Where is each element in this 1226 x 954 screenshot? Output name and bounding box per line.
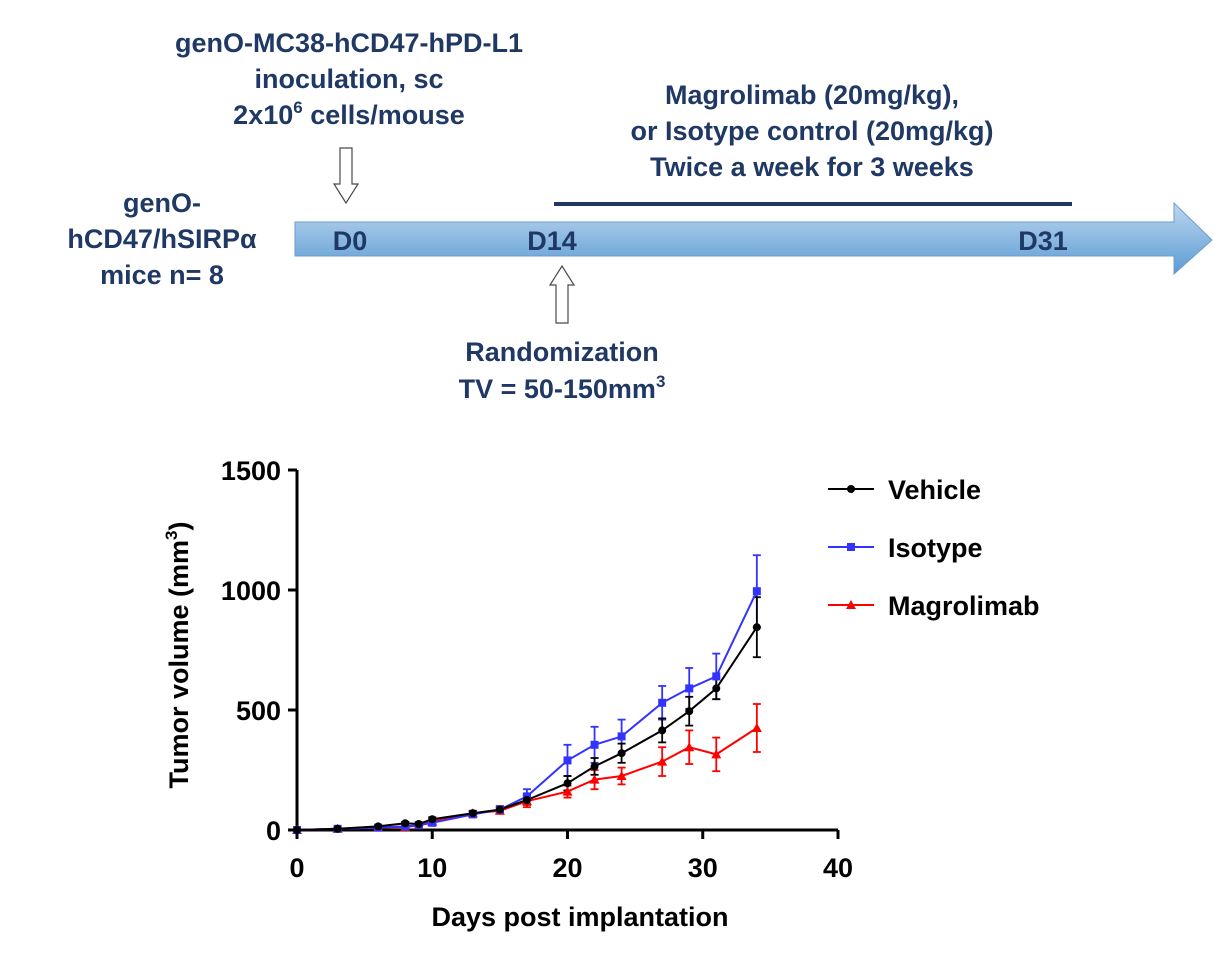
mice-line-2: hCD47/hSIRPα <box>67 224 257 254</box>
isotype-data-point <box>617 732 626 741</box>
x-tick-label: 30 <box>688 853 718 883</box>
treatment-line-3: Twice a week for 3 weeks <box>650 152 974 182</box>
vehicle-data-point <box>752 623 761 632</box>
y-axis-label-exponent: 3 <box>162 531 181 540</box>
randomization-up-arrow-icon <box>548 264 576 324</box>
legend-label-magrolimab: Magrolimab <box>888 591 1040 621</box>
tumor-volume-chart: 0 10 20 30 40 0 500 1000 1500 Days post implanta… <box>162 456 1040 932</box>
isotype-data-point <box>658 698 667 707</box>
legend: Vehicle Isotype Magrolimab <box>828 475 1040 621</box>
y-axis-label-prefix: Tumor volume (mm <box>164 540 194 789</box>
mice-line-1: genO- <box>123 188 201 218</box>
magrolimab-data-point <box>751 723 762 732</box>
magrolimab-data-point <box>589 774 600 784</box>
legend-marker-magrolimab <box>846 600 856 609</box>
magrolimab-data-point <box>711 749 722 759</box>
isotype-series-line <box>296 590 758 831</box>
inoculation-dose-prefix: 2x10 <box>233 100 293 130</box>
vehicle-data-point <box>685 707 694 716</box>
vehicle-data-point <box>293 826 301 834</box>
randomization-tv-prefix: TV = 50-150mm <box>459 374 656 404</box>
legend-label-vehicle: Vehicle <box>888 475 981 505</box>
x-tick-label: 10 <box>417 853 447 883</box>
y-tick-label: 500 <box>236 696 281 726</box>
series-lines <box>296 590 758 831</box>
vehicle-data-point <box>522 796 531 804</box>
inoculation-down-arrow-icon <box>332 147 360 205</box>
randomization-line-2: TV = 50-150mm3 <box>459 372 666 404</box>
mice-line-3: mice n= 8 <box>100 260 224 290</box>
magrolimab-data-point <box>657 756 668 766</box>
y-tick-label: 0 <box>266 816 281 846</box>
vehicle-data-point <box>468 809 477 818</box>
vehicle-data-point <box>401 819 410 828</box>
y-tick-label: 1000 <box>221 576 281 606</box>
inoculation-dose-suffix: cells/mouse <box>303 100 465 130</box>
inoculation-dose-exponent: 6 <box>293 98 302 117</box>
randomization-tv-exponent: 3 <box>656 372 665 391</box>
isotype-data-point <box>563 756 572 765</box>
inoculation-line-1: genO-MC38-hCD47-hPD-L1 <box>175 28 523 58</box>
timeline-day-0: D0 <box>333 226 368 256</box>
y-axis-label: Tumor volume (mm3) <box>162 522 194 789</box>
vehicle-series-line <box>296 626 758 831</box>
x-axis-label: Days post implantation <box>431 902 728 932</box>
series-markers <box>292 587 762 834</box>
x-tick-label: 40 <box>823 853 853 883</box>
x-tick-label: 0 <box>289 853 304 883</box>
vehicle-data-point <box>414 820 423 828</box>
isotype-data-point <box>752 587 761 596</box>
magrolimab-data-point <box>684 742 695 752</box>
y-axis-label-suffix: ) <box>164 522 194 531</box>
treatment-line-2: or Isotype control (20mg/kg) <box>630 116 993 146</box>
vehicle-data-point <box>495 805 504 814</box>
legend-label-isotype: Isotype <box>888 533 983 563</box>
magrolimab-series-line <box>296 727 758 831</box>
legend-marker-isotype <box>847 543 855 551</box>
treatment-line-1: Magrolimab (20mg/kg), <box>665 80 959 110</box>
isotype-data-point <box>685 684 694 693</box>
legend-marker-vehicle <box>847 485 855 493</box>
vehicle-data-point <box>374 822 383 831</box>
inoculation-line-2: inoculation, sc <box>254 64 443 94</box>
y-tick-label: 1500 <box>221 456 281 486</box>
magrolimab-data-point <box>616 771 627 780</box>
x-tick-label: 20 <box>552 853 582 883</box>
randomization-line-1: Randomization <box>465 337 659 367</box>
vehicle-data-point <box>712 684 721 693</box>
isotype-data-point <box>712 672 721 681</box>
axis-ticks: 0 10 20 30 40 0 500 1000 1500 <box>221 456 853 883</box>
inoculation-line-3: 2x106 cells/mouse <box>233 98 465 130</box>
protocol-schematic: genO-MC38-hCD47-hPD-L1 inoculation, sc 2… <box>67 28 1213 404</box>
vehicle-data-point <box>617 749 626 758</box>
vehicle-data-point <box>658 726 667 735</box>
vehicle-data-point <box>563 779 572 788</box>
timeline-arrow <box>294 201 1213 276</box>
vehicle-data-point <box>333 824 342 833</box>
vehicle-data-point <box>590 762 599 771</box>
vehicle-data-point <box>428 815 437 824</box>
error-bars <box>333 554 761 831</box>
isotype-data-point <box>590 740 599 749</box>
magrolimab-data-point <box>562 786 573 796</box>
timeline-day-31: D31 <box>1018 226 1068 256</box>
timeline-day-14: D14 <box>527 226 577 256</box>
